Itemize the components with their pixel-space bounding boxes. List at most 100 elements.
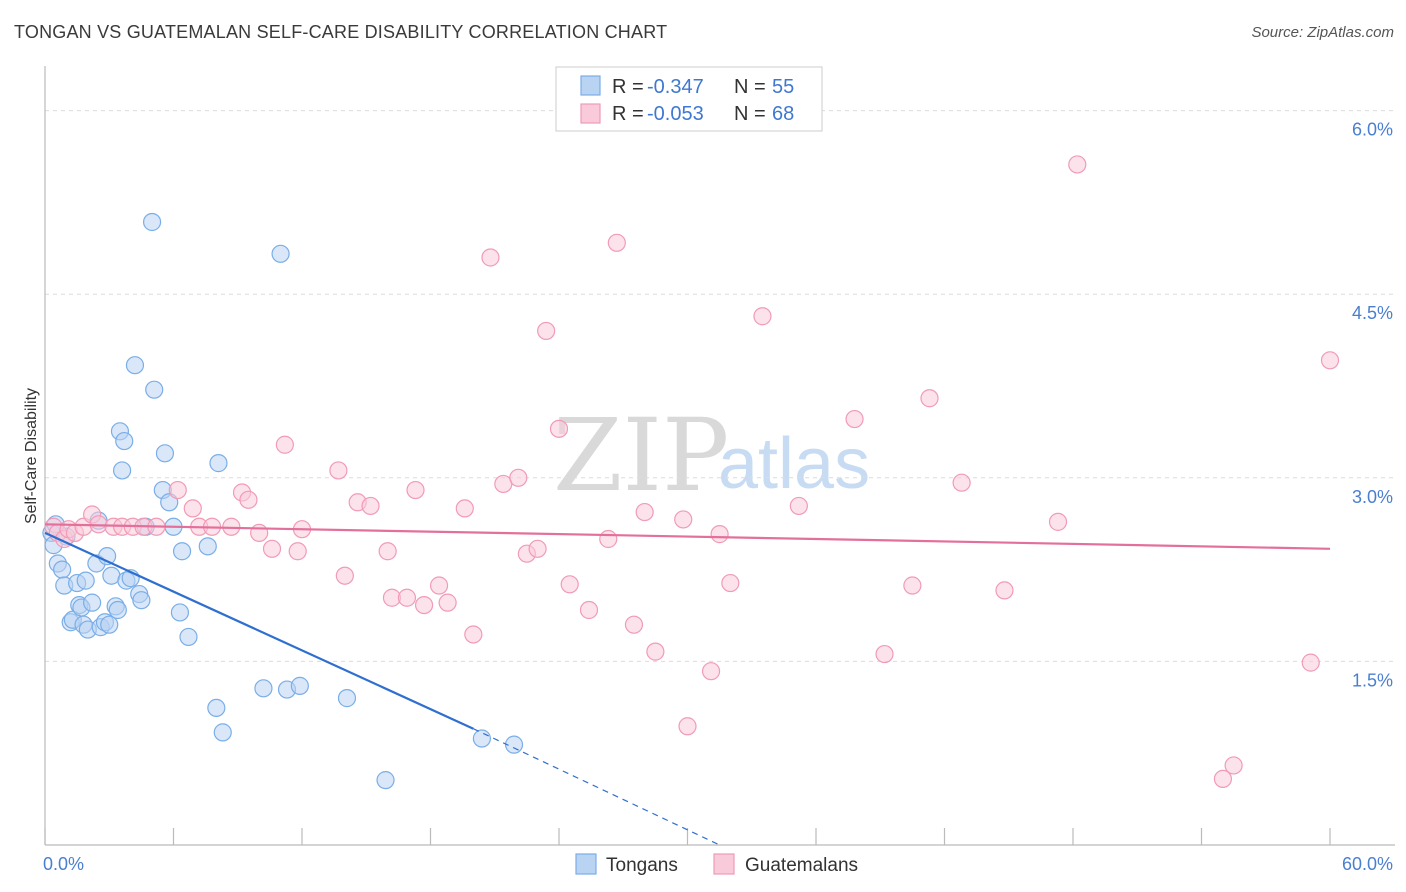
guatemalans-point bbox=[560, 575, 579, 594]
tongans-point bbox=[198, 537, 217, 556]
tongans-point bbox=[115, 431, 134, 451]
tongans-point bbox=[132, 591, 151, 610]
y-tick-label: 4.5% bbox=[1352, 303, 1393, 323]
tongans-point bbox=[53, 560, 72, 579]
tongans-point bbox=[125, 356, 145, 375]
guatemalans-point bbox=[455, 499, 474, 518]
y-tick-label: 1.5% bbox=[1352, 670, 1393, 690]
guatemalans-point bbox=[995, 581, 1014, 600]
guatemalans-point bbox=[329, 461, 348, 480]
x-tick-label-min: 0.0% bbox=[43, 854, 84, 874]
tongans-point bbox=[108, 600, 127, 620]
guatemalans-point bbox=[678, 717, 697, 736]
guatemalans-trend-line bbox=[44, 523, 1331, 550]
legend-swatch-guatemalans bbox=[580, 103, 601, 124]
guatemalans-point bbox=[250, 523, 269, 542]
tongans-point bbox=[170, 603, 190, 622]
guatemalans-point bbox=[753, 307, 772, 326]
source-credit: Source: ZipAtlas.com bbox=[1251, 24, 1394, 41]
tongans-points bbox=[42, 212, 524, 790]
guatemalans-point bbox=[903, 576, 922, 595]
guatemalans-point bbox=[701, 662, 721, 681]
legend-r-value-tongans: -0.347 bbox=[647, 76, 704, 98]
tongans-point bbox=[100, 615, 119, 634]
guatemalans-point bbox=[624, 615, 644, 634]
y-tick-label: 3.0% bbox=[1352, 487, 1393, 507]
guatemalans-point bbox=[1068, 155, 1087, 174]
guatemalans-point bbox=[378, 542, 397, 561]
tongans-point bbox=[102, 566, 121, 585]
bottom-legend-label-tongans: Tongans bbox=[606, 855, 678, 876]
bottom-legend-swatch-guatemalans bbox=[713, 853, 735, 875]
legend-r-value-guatemalans: -0.053 bbox=[647, 103, 704, 125]
guatemalans-point bbox=[537, 321, 556, 341]
tongans-trend-extension bbox=[473, 728, 720, 846]
guatemalans-point bbox=[599, 529, 618, 549]
guatemalans-point bbox=[789, 496, 808, 516]
guatemalans-point bbox=[481, 248, 500, 267]
guatemalans-point bbox=[262, 539, 282, 558]
tongans-point bbox=[76, 571, 95, 590]
legend-swatch-tongans bbox=[580, 75, 601, 96]
axes bbox=[44, 66, 1395, 846]
tongans-point bbox=[337, 689, 357, 708]
guatemalans-point bbox=[528, 539, 547, 558]
series-legend: Tongans Guatemalans bbox=[575, 853, 858, 876]
guatemalans-point bbox=[1048, 512, 1068, 531]
watermark: ZIP atlas bbox=[553, 397, 870, 514]
guatemalans-point bbox=[721, 573, 740, 593]
tongans-point bbox=[271, 244, 290, 263]
tongans-point bbox=[83, 593, 102, 612]
guatemalans-point bbox=[845, 409, 864, 429]
chart-title: TONGAN VS GUATEMALAN SELF-CARE DISABILIT… bbox=[14, 22, 668, 42]
guatemalans-point bbox=[397, 588, 417, 607]
guatemalans-point bbox=[1320, 351, 1340, 370]
guatemalans-point bbox=[952, 473, 971, 492]
guatemalans-point bbox=[509, 468, 528, 487]
tongans-point bbox=[179, 627, 198, 647]
y-axis-label: Self-Care Disability bbox=[23, 388, 40, 524]
tongans-point bbox=[254, 679, 273, 698]
guatemalans-point bbox=[635, 502, 654, 522]
tongans-point bbox=[172, 542, 192, 561]
guatemalans-point bbox=[1224, 756, 1243, 775]
guatemalans-point bbox=[549, 419, 569, 438]
x-tick-labels: 0.0% 60.0% bbox=[43, 854, 1393, 874]
guatemalans-point bbox=[464, 625, 483, 644]
guatemalans-point bbox=[875, 644, 894, 664]
guatemalans-point bbox=[414, 595, 434, 615]
x-tick-label-max: 60.0% bbox=[1342, 854, 1393, 874]
guatemalans-point bbox=[438, 593, 457, 612]
guatemalans-point bbox=[1213, 769, 1233, 789]
tongans-point bbox=[504, 735, 524, 754]
tongans-trend-line bbox=[44, 531, 474, 730]
tongans-point bbox=[376, 771, 395, 790]
tongans-point bbox=[209, 454, 228, 473]
watermark-zip: ZIP bbox=[553, 397, 729, 514]
tongans-point bbox=[145, 380, 164, 399]
guatemalans-point bbox=[288, 542, 307, 561]
tongans-point bbox=[155, 444, 175, 463]
y-tick-label: 6.0% bbox=[1352, 120, 1393, 140]
legend-n-value-guatemalans: 68 bbox=[772, 103, 794, 125]
tongans-point bbox=[112, 461, 132, 480]
trend-lines bbox=[44, 523, 1331, 846]
gridlines bbox=[45, 110, 1395, 662]
guatemalans-point bbox=[710, 525, 729, 544]
tongans-point bbox=[213, 723, 232, 742]
guatemalans-point bbox=[429, 576, 449, 595]
guatemalans-point bbox=[406, 480, 425, 500]
guatemalans-point bbox=[275, 435, 294, 454]
guatemalans-point bbox=[361, 496, 380, 516]
tongans-point bbox=[207, 698, 226, 718]
bottom-legend-swatch-tongans bbox=[575, 853, 597, 875]
legend-r-label-guatemalans: R = bbox=[612, 103, 644, 125]
guatemalans-point bbox=[1301, 653, 1320, 672]
guatemalans-point bbox=[674, 510, 693, 529]
tongans-point bbox=[142, 212, 162, 232]
guatemalans-point bbox=[920, 389, 939, 408]
tongans-point bbox=[472, 729, 491, 748]
guatemalans-point bbox=[168, 480, 187, 500]
guatemalans-point bbox=[183, 499, 202, 518]
